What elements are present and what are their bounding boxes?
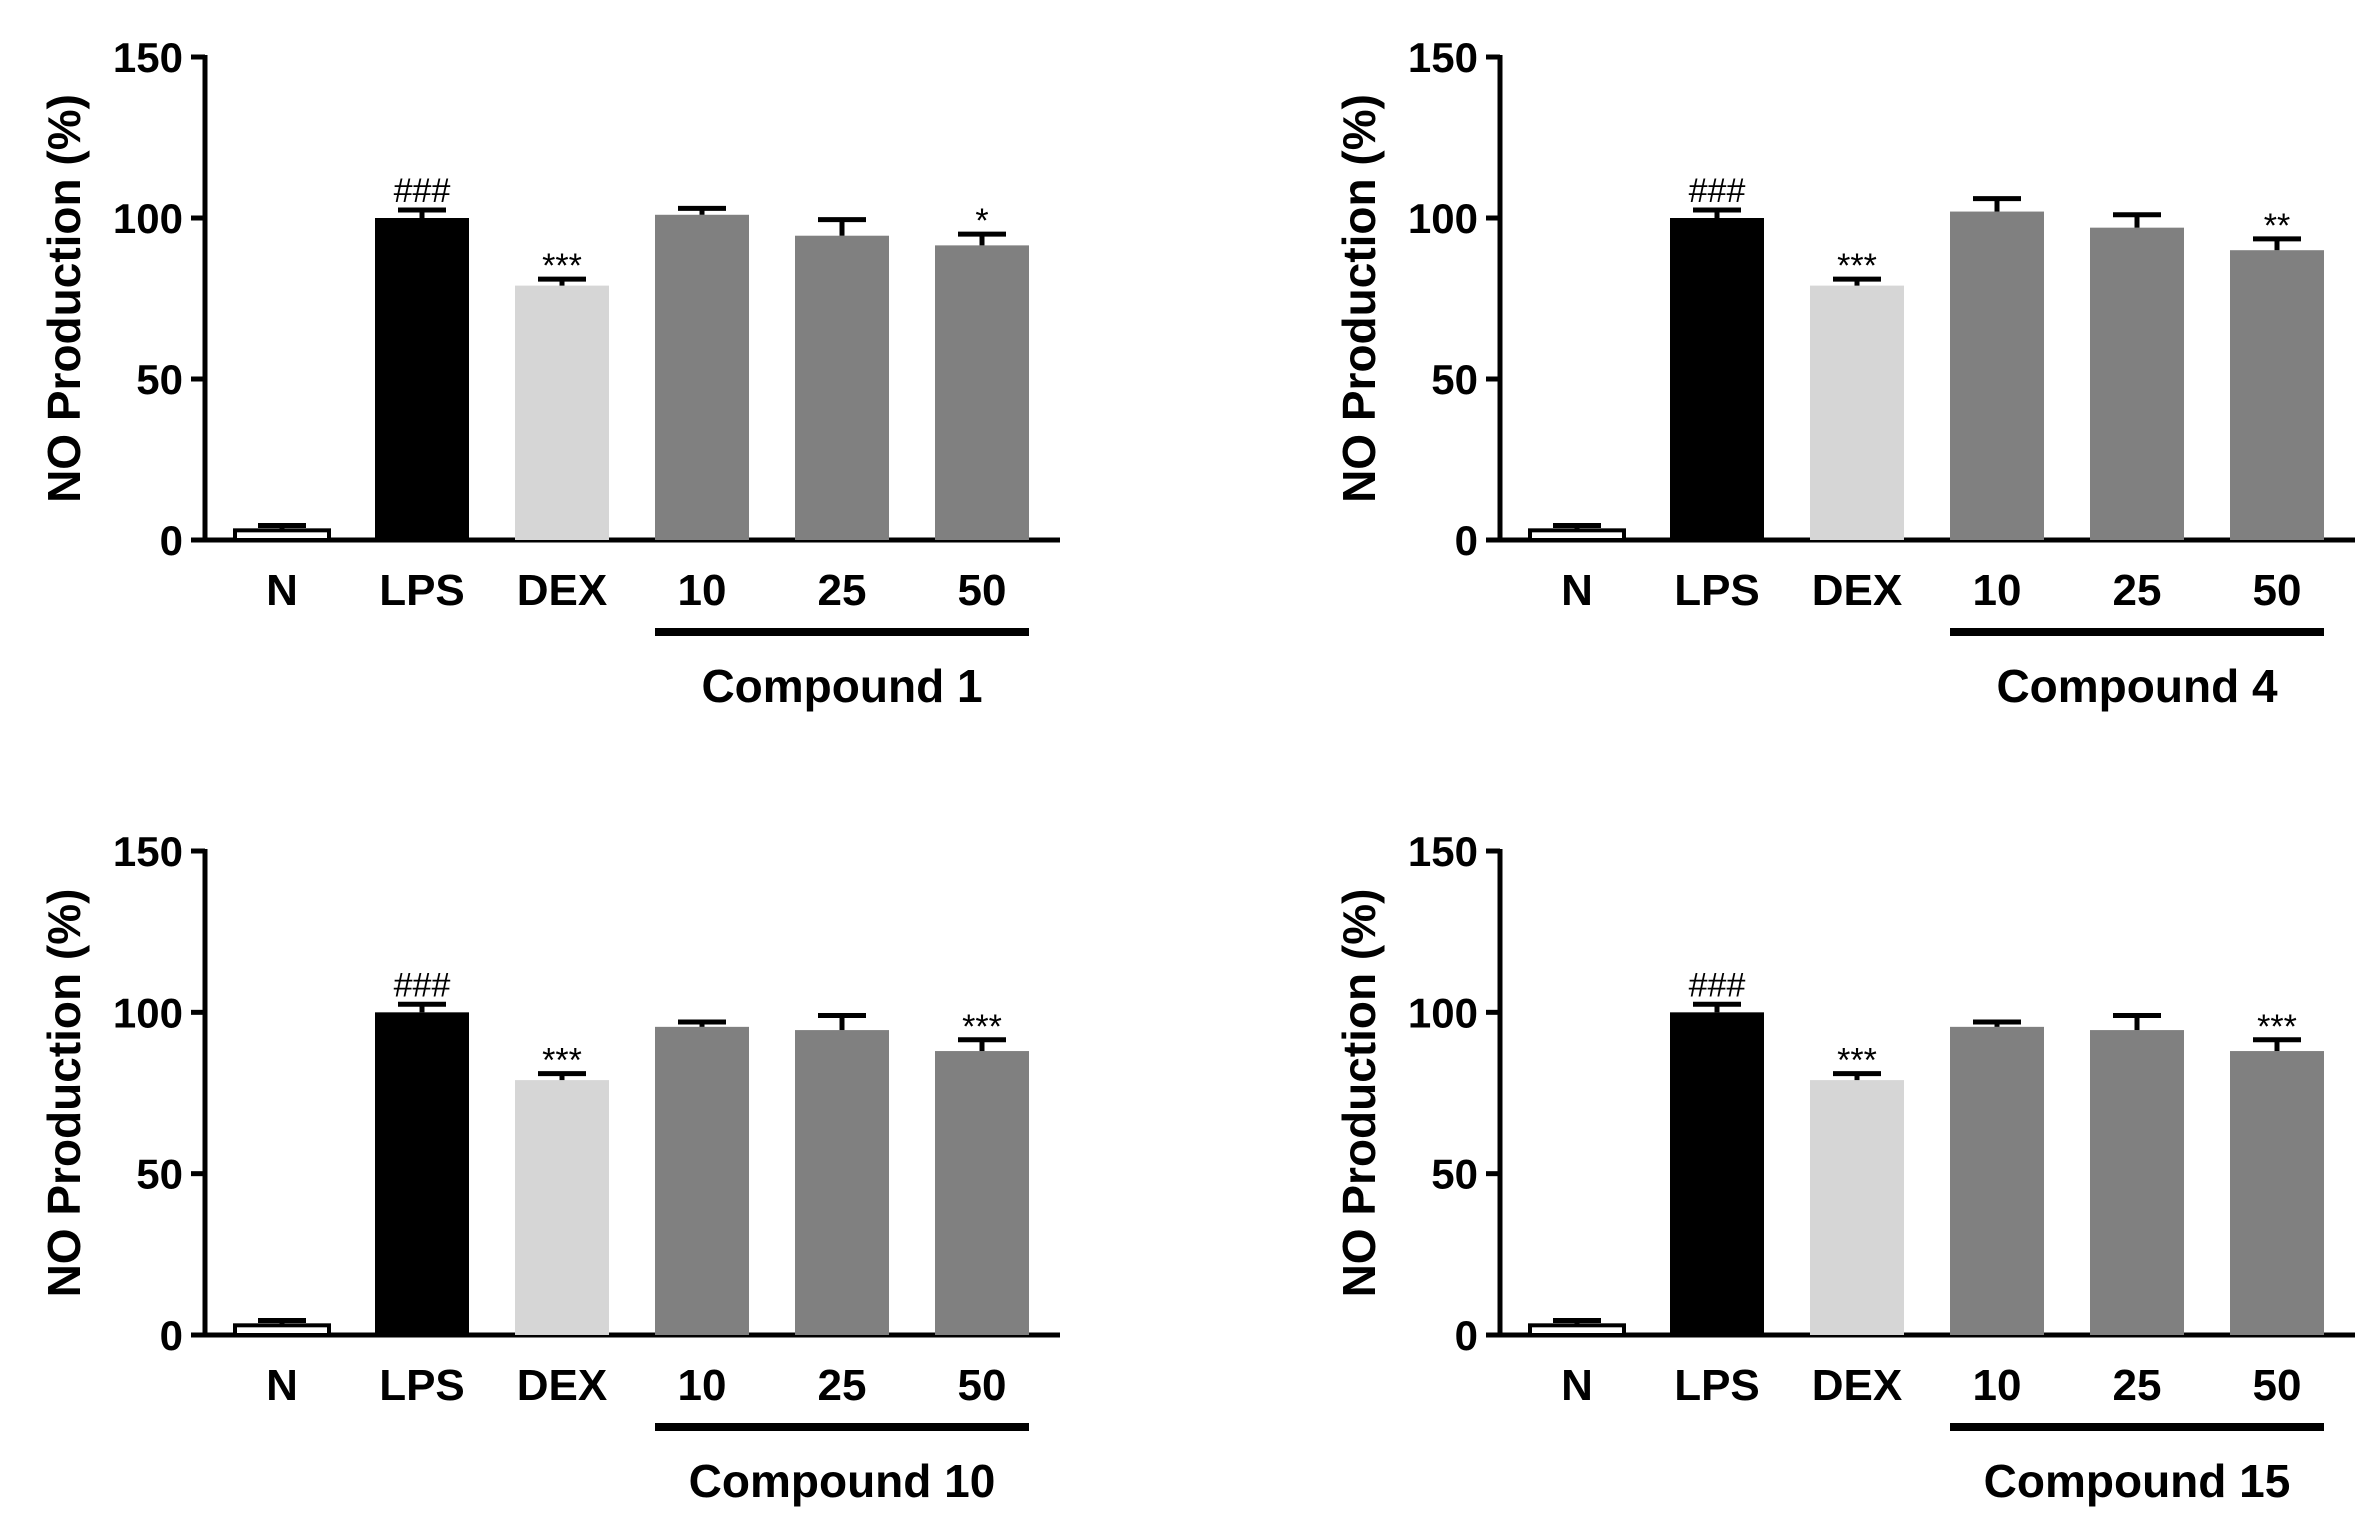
significance-label: ### [1689, 966, 1746, 1004]
y-tick-label: 50 [136, 356, 183, 403]
x-tick-label: LPS [379, 566, 465, 615]
x-tick-label: 10 [1973, 566, 2022, 615]
bar [1950, 1026, 2044, 1335]
bar [233, 1323, 331, 1337]
bar [2230, 1051, 2324, 1335]
y-axis-title: NO Production (%) [1333, 94, 1385, 503]
bar [2230, 250, 2324, 540]
bar [655, 214, 749, 540]
chart-panel-4: 0 50 100 150 NO Production (%) N ### LPS *** DEX 1… [1333, 828, 2355, 1507]
x-tick-label: N [266, 1361, 298, 1410]
significance-label: ### [1689, 172, 1746, 210]
bar [2090, 227, 2184, 540]
significance-label: *** [962, 1008, 1002, 1046]
significance-label: *** [542, 1042, 582, 1080]
y-tick-label: 0 [1455, 1312, 1478, 1359]
x-tick-label: 10 [1973, 1361, 2022, 1410]
y-tick-label: 0 [160, 1312, 183, 1359]
bar [1670, 218, 1764, 540]
bar [1810, 285, 1904, 540]
significance-label: *** [1837, 1042, 1877, 1080]
x-tick-label: 50 [2253, 566, 2302, 615]
y-tick-label: 0 [160, 517, 183, 564]
y-tick-label: 150 [1408, 828, 1478, 875]
bar [795, 235, 889, 540]
significance-label: ### [394, 172, 451, 210]
bar [375, 218, 469, 540]
y-tick-label: 100 [1408, 195, 1478, 242]
chart-panel-2: 0 50 100 150 NO Production (%) N ### LPS *** DEX 1… [1333, 34, 2355, 712]
y-tick-label: 50 [1431, 1151, 1478, 1198]
chart-panel-3: 0 50 100 150 NO Production (%) N ### LPS *** DEX 1… [38, 828, 1060, 1507]
x-tick-label: 50 [958, 1361, 1007, 1410]
y-tick-label: 150 [113, 34, 183, 81]
bar [935, 1051, 1029, 1335]
x-tick-label: 25 [818, 566, 867, 615]
significance-label: * [975, 202, 988, 240]
x-tick-label: N [1561, 566, 1593, 615]
y-tick-label: 50 [1431, 356, 1478, 403]
x-tick-label: LPS [379, 1361, 465, 1410]
y-tick-label: 100 [113, 195, 183, 242]
group-label: Compound 4 [1996, 660, 2277, 712]
y-tick-label: 150 [1408, 34, 1478, 81]
bar [1528, 528, 1626, 543]
x-tick-label: DEX [517, 1361, 607, 1410]
x-tick-label: LPS [1674, 1361, 1760, 1410]
y-tick-label: 100 [113, 989, 183, 1036]
chart-panel-1: 0 50 100 150 NO Production (%) N ### LPS *** DEX 1… [38, 34, 1060, 712]
significance-label: *** [1837, 247, 1877, 285]
bar [1528, 1323, 1626, 1337]
bar [655, 1026, 749, 1335]
bar [2090, 1030, 2184, 1335]
x-tick-label: 10 [678, 1361, 727, 1410]
bar [1670, 1012, 1764, 1335]
bar [1810, 1080, 1904, 1335]
group-label: Compound 15 [1984, 1455, 2291, 1507]
group-label: Compound 10 [689, 1455, 996, 1507]
x-tick-label: N [266, 566, 298, 615]
x-tick-label: DEX [1812, 566, 1902, 615]
group-label: Compound 1 [701, 660, 982, 712]
bar [515, 285, 609, 540]
bar [795, 1030, 889, 1335]
x-tick-label: 50 [2253, 1361, 2302, 1410]
y-tick-label: 150 [113, 828, 183, 875]
y-axis-title: NO Production (%) [38, 94, 90, 503]
x-tick-label: 50 [958, 566, 1007, 615]
bar [515, 1080, 609, 1335]
x-tick-label: 25 [2113, 1361, 2162, 1410]
x-tick-label: 25 [818, 1361, 867, 1410]
significance-label: *** [2257, 1008, 2297, 1046]
significance-label: ** [2264, 207, 2290, 245]
significance-label: *** [542, 247, 582, 285]
y-tick-label: 0 [1455, 517, 1478, 564]
significance-label: ### [394, 966, 451, 1004]
bar [233, 528, 331, 543]
bar [935, 245, 1029, 540]
y-axis-title: NO Production (%) [1333, 889, 1385, 1298]
x-tick-label: LPS [1674, 566, 1760, 615]
x-tick-label: DEX [1812, 1361, 1902, 1410]
x-tick-label: 25 [2113, 566, 2162, 615]
y-tick-label: 50 [136, 1151, 183, 1198]
y-tick-label: 100 [1408, 989, 1478, 1036]
y-axis-title: NO Production (%) [38, 889, 90, 1298]
x-tick-label: DEX [517, 566, 607, 615]
bar [375, 1012, 469, 1335]
x-tick-label: N [1561, 1361, 1593, 1410]
x-tick-label: 10 [678, 566, 727, 615]
bar [1950, 211, 2044, 540]
